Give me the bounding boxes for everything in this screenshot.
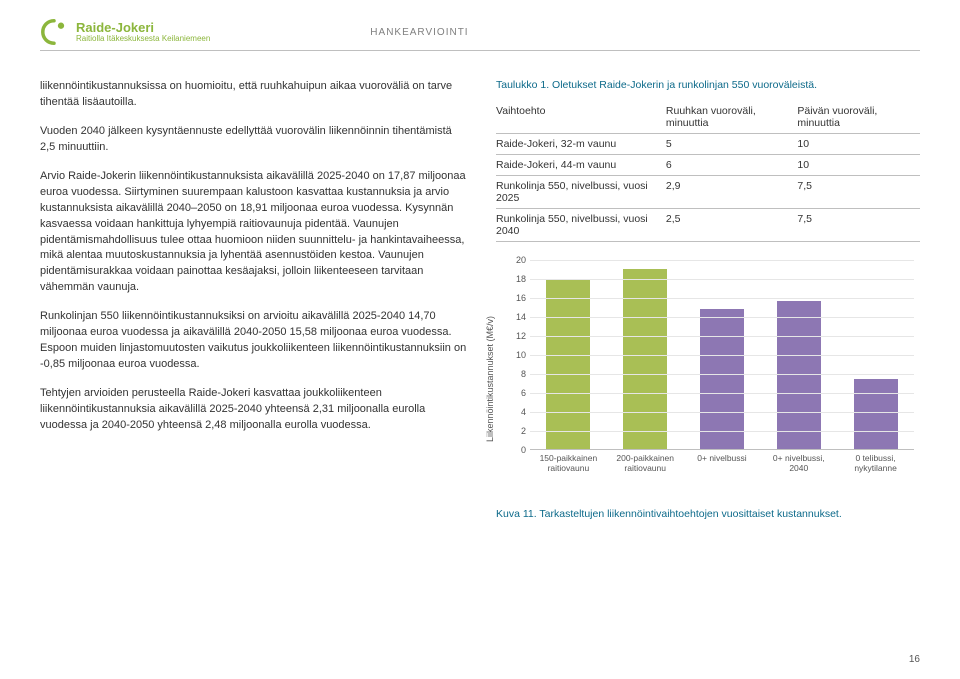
para-1: liikennöintikustannuksissa on huomioitu,… [40, 79, 470, 111]
table-cell: 10 [797, 155, 920, 176]
table-row: Runkolinja 550, nivelbussi, vuosi 20402,… [496, 209, 920, 242]
table-cell: Runkolinja 550, nivelbussi, vuosi 2025 [496, 176, 666, 209]
table-col-1: Ruuhkan vuoroväli, minuuttia [666, 101, 797, 134]
chart-xlabel: 0+ nivelbussi [691, 454, 753, 474]
chart-gridline [530, 393, 914, 394]
para-3: Arvio Raide-Jokerin liikennöintikustannu… [40, 169, 470, 297]
right-column: Taulukko 1. Oletukset Raide-Jokerin ja r… [496, 79, 920, 520]
brand-title: Raide-Jokeri [76, 21, 210, 34]
table-row: Raide-Jokeri, 32-m vaunu510 [496, 134, 920, 155]
chart-xlabel: 150-paikkainen raitiovaunu [537, 454, 599, 474]
chart-ytick: 18 [508, 274, 526, 284]
chart-ytick: 14 [508, 312, 526, 322]
para-2: Vuoden 2040 jälkeen kysyntäennuste edell… [40, 124, 470, 156]
table-col-0: Vaihtoehto [496, 101, 666, 134]
table-row: Raide-Jokeri, 44-m vaunu610 [496, 155, 920, 176]
table-cell: 7,5 [797, 176, 920, 209]
chart-ytick: 6 [508, 388, 526, 398]
page-number: 16 [909, 654, 920, 665]
chart-gridline [530, 374, 914, 375]
chart-xlabel: 200-paikkainen raitiovaunu [614, 454, 676, 474]
chart-gridline [530, 279, 914, 280]
raide-jokeri-logo-icon [40, 18, 68, 46]
table-cell: 2,9 [666, 176, 797, 209]
chart-ytick: 4 [508, 407, 526, 417]
table-cell: 5 [666, 134, 797, 155]
chart-gridline [530, 355, 914, 356]
chart-ytick: 0 [508, 445, 526, 455]
chart-gridline [530, 431, 914, 432]
brand-subtitle: Raitiolla Itäkeskuksesta Keilaniemeen [76, 35, 210, 44]
table-cell: Runkolinja 550, nivelbussi, vuosi 2040 [496, 209, 666, 242]
table-cell: Raide-Jokeri, 44-m vaunu [496, 155, 666, 176]
chart-gridline [530, 336, 914, 337]
chart-caption: Kuva 11. Tarkasteltujen liikennöintivaih… [496, 508, 920, 520]
chart-gridline [530, 412, 914, 413]
section-label: HANKEARVIOINTI [370, 27, 468, 38]
table-cell: 2,5 [666, 209, 797, 242]
chart-bar [700, 309, 744, 449]
para-4: Runkolinjan 550 liikennöintikustannuksik… [40, 309, 470, 373]
chart-gridline [530, 298, 914, 299]
table-row: Runkolinja 550, nivelbussi, vuosi 20252,… [496, 176, 920, 209]
chart-ylabel: Liikennöintikustannukset (M€/v) [485, 316, 495, 442]
brand-text: Raide-Jokeri Raitiolla Itäkeskuksesta Ke… [76, 21, 210, 44]
para-5: Tehtyjen arvioiden perusteella Raide-Jok… [40, 386, 470, 434]
chart-bar [854, 379, 898, 449]
chart-ytick: 2 [508, 426, 526, 436]
chart-xlabel: 0+ nivelbussi, 2040 [768, 454, 830, 474]
headway-table: Vaihtoehto Ruuhkan vuoroväli, minuuttia … [496, 101, 920, 242]
chart-ytick: 10 [508, 350, 526, 360]
chart-xlabels: 150-paikkainen raitiovaunu 200-paikkainen… [530, 454, 914, 474]
content-columns: liikennöintikustannuksissa on huomioitu,… [40, 79, 920, 520]
header-rule [40, 50, 920, 51]
chart-bar [546, 279, 590, 449]
chart-gridline [530, 260, 914, 261]
left-column: liikennöintikustannuksissa on huomioitu,… [40, 79, 470, 520]
table-cell: 6 [666, 155, 797, 176]
chart-bar [623, 269, 667, 449]
table-cell: 7,5 [797, 209, 920, 242]
chart-ytick: 12 [508, 331, 526, 341]
chart-xlabel: 0 telibussi, nykytilanne [845, 454, 907, 474]
chart-ytick: 8 [508, 369, 526, 379]
table-header-row: Vaihtoehto Ruuhkan vuoroväli, minuuttia … [496, 101, 920, 134]
chart-gridline [530, 317, 914, 318]
table-cell: Raide-Jokeri, 32-m vaunu [496, 134, 666, 155]
chart-ytick: 20 [508, 255, 526, 265]
cost-bar-chart: Liikennöintikustannukset (M€/v) 02468101… [496, 260, 920, 498]
table-caption: Taulukko 1. Oletukset Raide-Jokerin ja r… [496, 79, 920, 91]
chart-plot-area: 02468101214161820 [530, 260, 914, 450]
page-header: Raide-Jokeri Raitiolla Itäkeskuksesta Ke… [40, 18, 920, 46]
chart-ytick: 16 [508, 293, 526, 303]
table-col-2: Päivän vuoroväli, minuuttia [797, 101, 920, 134]
table-cell: 10 [797, 134, 920, 155]
